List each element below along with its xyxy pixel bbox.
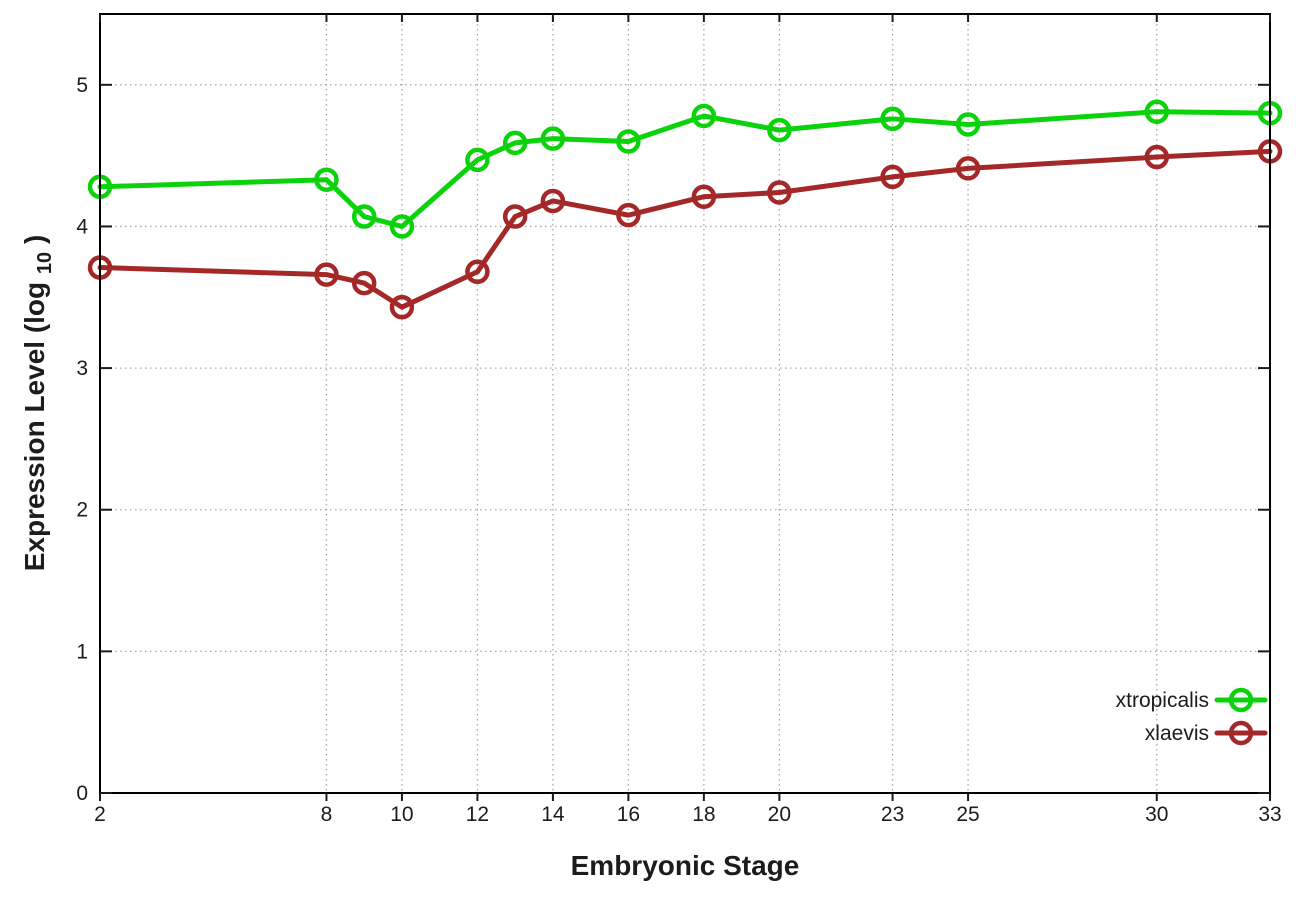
data-point-xtropicalis xyxy=(465,147,490,173)
x-tick-label: 20 xyxy=(768,803,791,826)
data-point-xtropicalis xyxy=(955,112,981,137)
data-point-xtropicalis xyxy=(389,214,415,239)
x-tick-label: 30 xyxy=(1145,803,1168,826)
y-axis-title-pre: Expression Level (log xyxy=(19,282,50,571)
x-tick-label: 2 xyxy=(94,803,106,826)
y-tick-label: 5 xyxy=(76,74,88,97)
series-line-xtropicalis xyxy=(97,109,1273,229)
data-point-xlaevis xyxy=(1144,144,1170,170)
data-point-xtropicalis xyxy=(351,204,377,229)
y-tick-label: 3 xyxy=(76,357,88,380)
y-axis-title-post: ) xyxy=(19,235,50,244)
grid-layer xyxy=(100,14,1271,793)
y-tick-label: 2 xyxy=(76,499,88,522)
data-point-xtropicalis xyxy=(616,129,641,154)
data-point-xtropicalis xyxy=(502,130,528,156)
data-point-xlaevis xyxy=(502,204,528,229)
data-point-xtropicalis xyxy=(314,167,339,192)
x-tick-label: 25 xyxy=(956,803,979,826)
series-layer xyxy=(87,99,1283,320)
x-tick-label: 8 xyxy=(321,803,333,826)
x-tick-label: 14 xyxy=(541,803,565,826)
y-tick-label: 1 xyxy=(76,640,88,663)
legend-label-xtropicalis: xtropicalis xyxy=(1116,689,1209,712)
x-tick-label: 16 xyxy=(617,803,640,826)
data-point-xlaevis xyxy=(389,294,415,320)
data-point-xtropicalis xyxy=(691,103,717,129)
x-tick-label: 23 xyxy=(881,803,904,826)
series-line-xlaevis xyxy=(97,148,1273,310)
data-point-xlaevis xyxy=(351,270,377,296)
legend: xtropicalis xlaevis xyxy=(1116,687,1268,746)
x-tick-label: 10 xyxy=(390,803,413,826)
data-point-xlaevis xyxy=(465,259,490,285)
y-axis-title: Expression Level (log 10 ) xyxy=(19,235,57,572)
data-point-xlaevis xyxy=(955,156,981,181)
data-point-xlaevis xyxy=(616,202,641,228)
data-point-xlaevis xyxy=(880,164,905,190)
data-point-xtropicalis xyxy=(540,126,566,151)
y-axis-title-sub: 10 xyxy=(34,252,56,274)
x-axis-title: Embryonic Stage xyxy=(571,850,800,881)
data-point-xlaevis xyxy=(691,184,717,209)
legend-marker-xtropicalis xyxy=(1228,687,1254,713)
data-point-xtropicalis xyxy=(880,106,905,132)
data-point-xlaevis xyxy=(767,180,792,205)
legend-marker-xlaevis xyxy=(1228,720,1254,746)
y-tick-label: 0 xyxy=(76,782,88,805)
data-point-xlaevis xyxy=(314,262,339,287)
data-point-xtropicalis xyxy=(767,117,792,143)
data-point-xlaevis xyxy=(540,188,566,214)
legend-label-xlaevis: xlaevis xyxy=(1145,722,1209,745)
x-tick-label: 18 xyxy=(692,803,715,826)
data-point-xtropicalis xyxy=(1144,99,1170,124)
legend-markers xyxy=(1214,687,1268,746)
plot-border xyxy=(99,13,1271,794)
x-tick-label: 12 xyxy=(466,803,489,826)
y-tick-label: 4 xyxy=(76,215,88,238)
x-tick-label: 33 xyxy=(1258,803,1281,826)
